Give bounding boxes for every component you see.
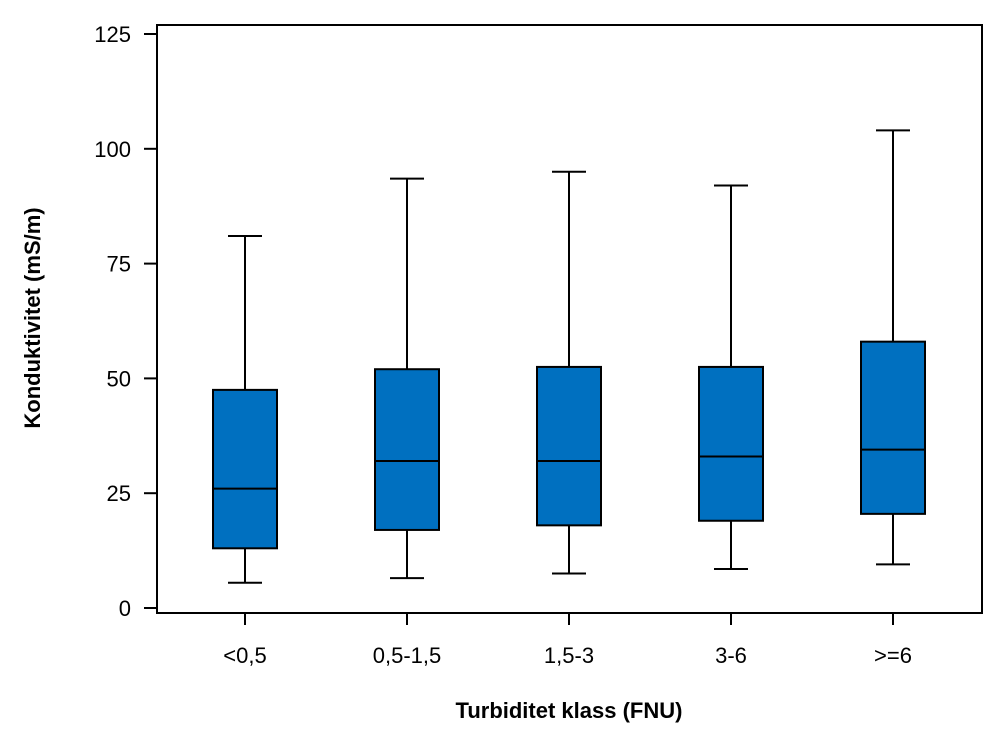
x-tick-label-1: 0,5-1,5 (373, 643, 442, 668)
box-1 (374, 177, 440, 580)
iqr-box-0 (212, 388, 278, 550)
y-tick-label-125: 125 (94, 22, 131, 47)
x-tick-label-2: 1,5-3 (544, 643, 594, 668)
x-tick-label-0: <0,5 (223, 643, 266, 668)
y-tick-label-0: 0 (119, 596, 131, 621)
x-tick-label-3: 3-6 (715, 643, 747, 668)
y-tick-label-50: 50 (107, 366, 131, 391)
y-axis-title: Konduktivitet (mS/m) (20, 207, 45, 428)
boxes (212, 129, 926, 584)
box-3 (698, 184, 764, 570)
box-2 (536, 170, 602, 575)
iqr-box-1 (374, 368, 440, 531)
iqr-box-4 (860, 340, 926, 515)
y-tick-label-25: 25 (107, 481, 131, 506)
x-axis: <0,5 0,5-1,5 1,5-3 3-6 >=6 (223, 613, 912, 668)
y-tick-label-100: 100 (94, 137, 131, 162)
box-0 (212, 235, 278, 584)
iqr-box-3 (698, 365, 764, 522)
y-axis: 0 25 50 75 100 125 (94, 22, 157, 621)
y-tick-label-75: 75 (107, 252, 131, 277)
x-tick-label-4: >=6 (874, 643, 912, 668)
box-4 (860, 129, 926, 566)
x-axis-title: Turbiditet klass (FNU) (456, 698, 683, 723)
iqr-box-2 (536, 365, 602, 527)
